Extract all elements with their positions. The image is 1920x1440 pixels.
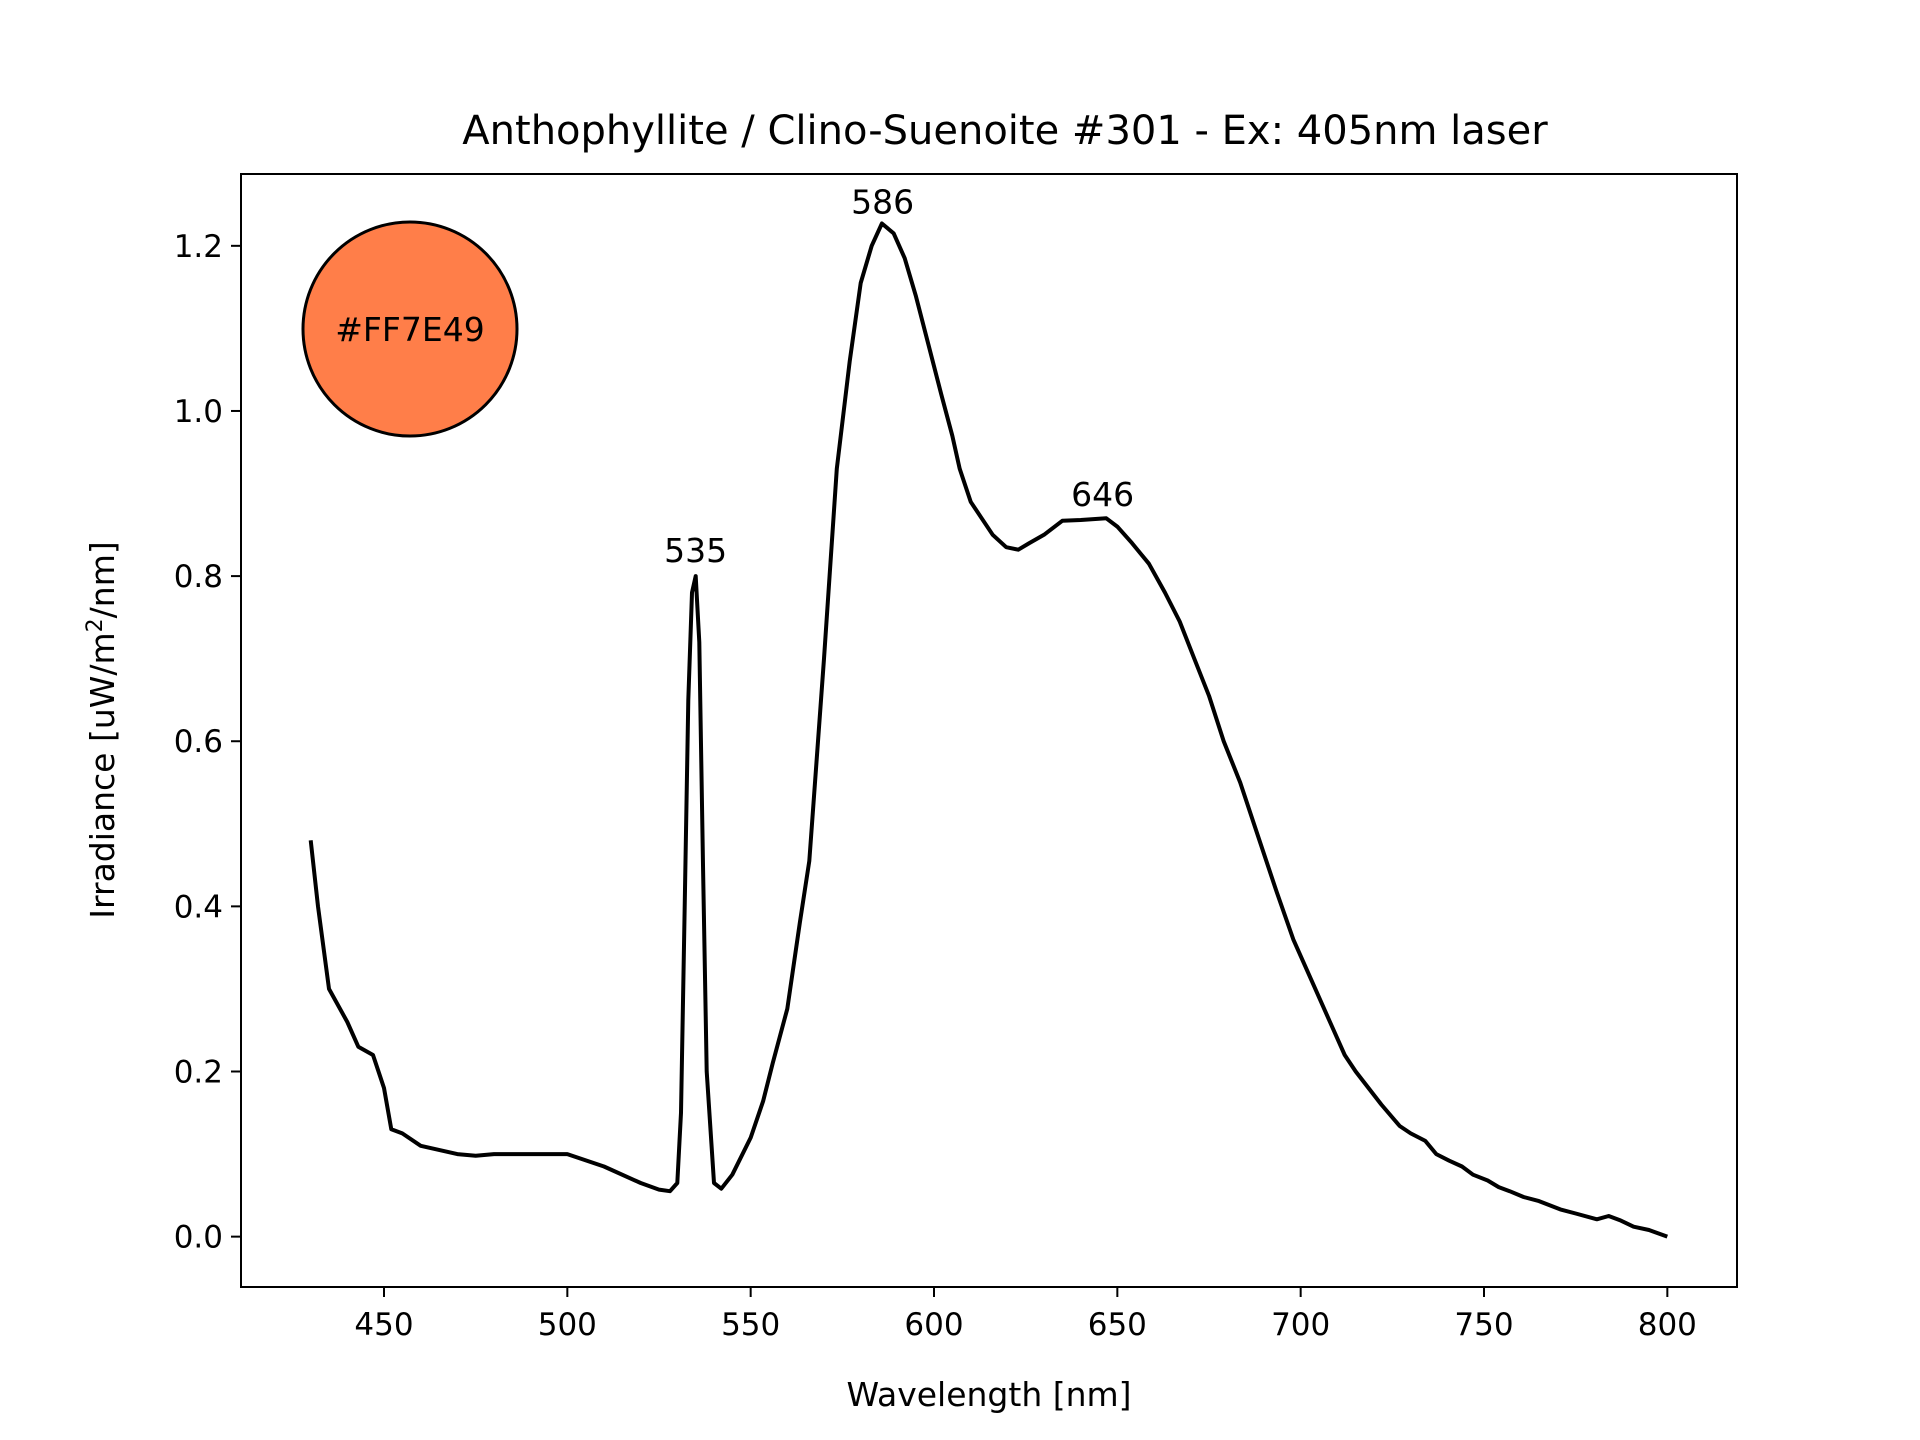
color-swatch-label: #FF7E49 — [335, 310, 484, 349]
y-tick-label: 0.6 — [174, 724, 223, 760]
x-tick-label: 750 — [1454, 1307, 1513, 1343]
x-tick-label: 550 — [721, 1307, 780, 1343]
x-axis-label: Wavelength [nm] — [846, 1375, 1131, 1414]
peak-label: 646 — [1071, 475, 1134, 514]
y-axis: 0.0 0.2 0.4 0.6 0.8 1.0 1.2 — [174, 229, 241, 1256]
y-axis-label: Irradiance [uW/m2/nm] — [83, 541, 122, 918]
y-tick-label: 1.2 — [174, 229, 223, 265]
y-tick-label: 0.8 — [174, 559, 223, 595]
x-tick-label: 800 — [1638, 1307, 1697, 1343]
x-axis: 450 500 550 600 650 700 750 800 — [354, 1287, 1697, 1343]
color-swatch-circle — [301, 220, 519, 438]
color-swatch: #FF7E49 — [301, 220, 519, 438]
peak-label: 586 — [851, 183, 914, 222]
axes-frame — [240, 173, 1738, 1288]
y-tick-label: 1.0 — [174, 394, 223, 430]
x-tick-label: 500 — [538, 1307, 597, 1343]
y-tick-label: 0.2 — [174, 1055, 223, 1091]
peak-annotations: 535 586 646 — [664, 183, 1134, 570]
chart-title: Anthophyllite / Clino-Suenoite #301 - Ex… — [462, 108, 1548, 154]
plot-area — [308, 221, 1668, 1239]
x-tick-label: 600 — [904, 1307, 963, 1343]
x-tick-label: 700 — [1271, 1307, 1330, 1343]
peak-label: 535 — [664, 531, 727, 570]
y-tick-label: 0.4 — [174, 889, 223, 925]
x-tick-label: 650 — [1088, 1307, 1147, 1343]
x-tick-label: 450 — [354, 1307, 413, 1343]
y-tick-label: 0.0 — [174, 1220, 223, 1256]
series-line-spectrum — [308, 221, 1668, 1239]
